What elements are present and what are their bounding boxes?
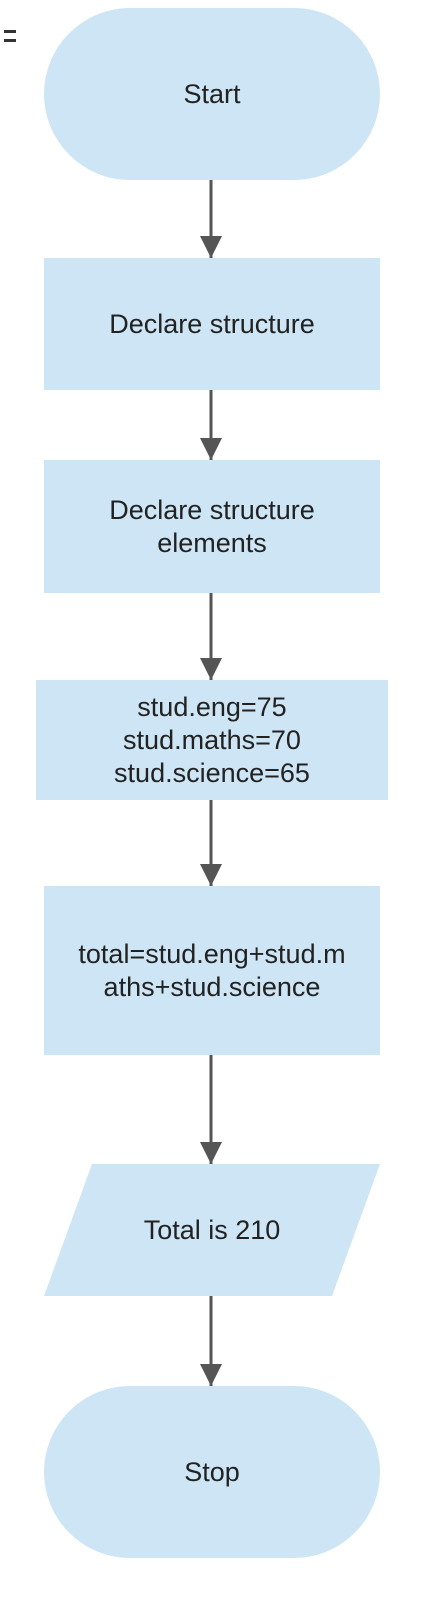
declare-elements-label: Declare structure elements [109,494,315,558]
declare-structure-node: Declare structure [44,258,380,390]
output-node: Total is 210 [44,1164,380,1296]
arrowhead [200,1364,222,1386]
declare-elements-node: Declare structure elements [44,460,380,593]
assign-values-node: stud.eng=75 stud.maths=70 stud.science=6… [36,680,388,800]
arrowhead [200,658,222,680]
parallelogram-shape [44,1164,380,1296]
arrowhead [200,1142,222,1164]
arrowhead [200,236,222,258]
arrowhead [200,438,222,460]
stop-label: Stop [184,1456,240,1487]
assign-values-label: stud.eng=75 stud.maths=70 stud.science=6… [114,691,310,788]
start-label: Start [183,78,241,109]
compute-total-node: total=stud.eng+stud.m aths+stud.science [44,886,380,1055]
menu-icon [4,30,18,52]
start-node: Start [44,8,380,180]
stop-node: Stop [44,1386,380,1558]
compute-total-label: total=stud.eng+stud.m aths+stud.science [78,938,346,1002]
declare-structure-label: Declare structure [109,308,315,339]
arrowhead [200,864,222,886]
output-label: Total is 210 [143,1214,281,1245]
